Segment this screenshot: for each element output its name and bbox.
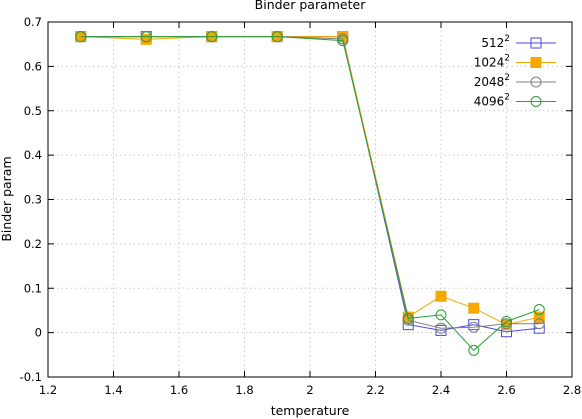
- series-line: [80, 36, 540, 352]
- grid: [48, 22, 572, 377]
- data-point: [435, 322, 447, 334]
- data-point: [533, 304, 545, 316]
- data-point: [468, 321, 480, 333]
- data-point: [435, 309, 447, 321]
- data-point: [468, 302, 480, 314]
- x-tick-label: 1.2: [39, 383, 57, 397]
- x-axis-label: temperature: [271, 403, 350, 418]
- legend-label: 10242: [474, 54, 510, 70]
- data-point: [533, 311, 545, 323]
- y-tick-label: 0: [35, 326, 42, 340]
- legend-item: 40962: [474, 93, 556, 109]
- y-tick-label: 0.1: [24, 281, 42, 295]
- data-point: [533, 318, 545, 330]
- y-tick-label: 0.4: [24, 148, 42, 162]
- data-point: [75, 31, 87, 43]
- legend-item: 5122: [481, 34, 556, 50]
- x-tick-label: 1.8: [235, 383, 253, 397]
- data-point: [337, 35, 349, 47]
- x-tick-label: 1.4: [104, 383, 122, 397]
- data-point: [271, 31, 283, 43]
- data-point: [468, 344, 480, 356]
- y-tick-label: 0.6: [24, 59, 42, 73]
- x-axis-ticks: 1.2 1.4 1.6 1.8 2 2.2 2.4 2.6 2.8: [39, 22, 581, 397]
- y-axis-ticks: -0.1 0 0.1 0.2 0.3 0.4 0.5 0.6 0.7: [20, 15, 572, 384]
- data-point: [206, 31, 218, 43]
- y-tick-label: 0.5: [24, 104, 42, 118]
- data-point: [140, 33, 152, 45]
- y-axis-label: Binder param: [0, 156, 14, 241]
- y-tick-label: 0.3: [24, 193, 42, 207]
- series-4096: [75, 31, 545, 356]
- x-tick-label: 2.2: [366, 383, 384, 397]
- legend-marker: [530, 96, 542, 107]
- data-point: [468, 319, 480, 331]
- legend-marker: [530, 57, 542, 68]
- x-tick-label: 2.6: [497, 383, 515, 397]
- x-tick-label: 2.4: [432, 383, 450, 397]
- data-point: [435, 290, 447, 302]
- data-point: [140, 31, 152, 43]
- chart-title: Binder parameter: [255, 0, 367, 12]
- series-line: [80, 36, 540, 326]
- data-point: [501, 316, 512, 328]
- legend-marker: [530, 76, 542, 88]
- legend-label: 5122: [481, 34, 510, 50]
- x-tick-label: 2: [306, 383, 313, 397]
- legend: 5122 10242 20482 40962: [474, 34, 556, 109]
- y-tick-label: 0.2: [24, 237, 42, 251]
- legend-item: 10242: [474, 54, 556, 70]
- x-tick-label: 1.6: [170, 383, 188, 397]
- x-tick-label: 2.8: [563, 383, 581, 397]
- legend-label: 40962: [474, 93, 510, 109]
- data-point: [533, 322, 545, 334]
- y-tick-label: -0.1: [20, 370, 42, 384]
- legend-label: 20482: [474, 73, 510, 89]
- series-group: [75, 31, 545, 356]
- legend-item: 20482: [474, 73, 556, 89]
- y-tick-label: 0.7: [24, 15, 42, 29]
- legend-marker: [530, 37, 542, 49]
- data-point: [402, 312, 414, 324]
